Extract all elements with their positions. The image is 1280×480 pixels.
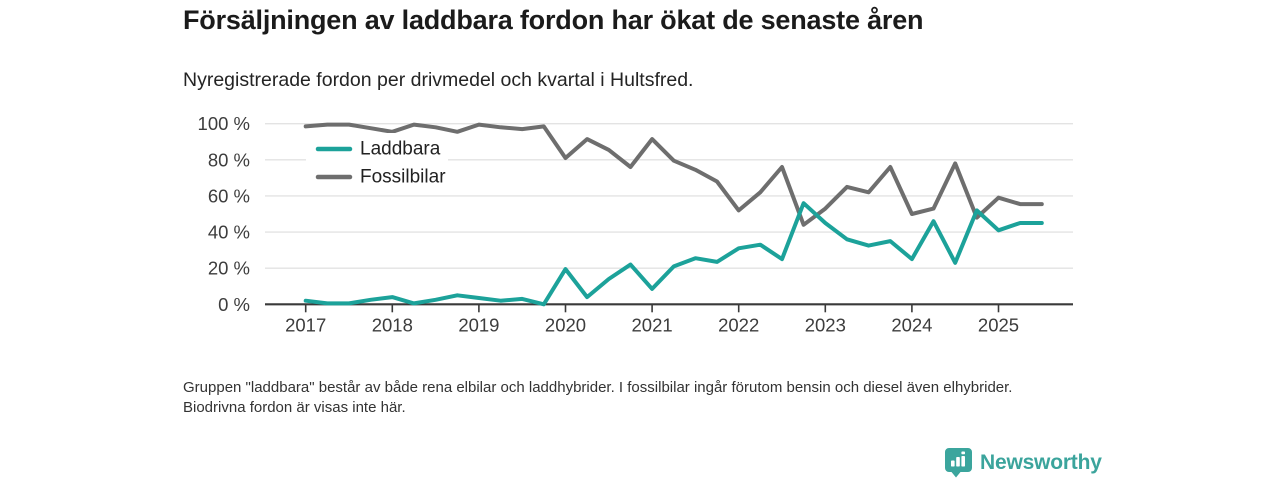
x-axis-tick-label: 2017 [285, 314, 326, 335]
x-axis-tick-label: 2024 [891, 314, 932, 335]
y-axis-tick-label: 40 % [208, 222, 250, 243]
newsworthy-logo-icon [945, 448, 972, 478]
y-axis-tick-label: 60 % [208, 185, 250, 206]
legend-label-laddbara: Laddbara [360, 139, 441, 160]
x-axis-tick-label: 2019 [458, 314, 499, 335]
x-axis-tick-label: 2018 [372, 314, 413, 335]
x-axis-tick-label: 2023 [805, 314, 846, 335]
chart-footnote: Gruppen "laddbara" består av både rena e… [183, 379, 1013, 416]
x-axis-tick-label: 2021 [632, 314, 673, 335]
legend-label-fossilbilar: Fossilbilar [360, 167, 446, 188]
newsworthy-logo-text: Newsworthy [980, 450, 1102, 474]
page-title: Försäljningen av laddbara fordon har öka… [183, 5, 924, 35]
legend-background [306, 133, 448, 191]
series-line-laddbara [303, 201, 1044, 307]
chart-subtitle: Nyregistrerade fordon per drivmedel och … [183, 69, 694, 91]
y-axis-tick-label: 80 % [208, 149, 250, 170]
x-axis-tick-label: 2025 [978, 314, 1019, 335]
y-axis-tick-label: 20 % [208, 258, 250, 279]
x-axis-tick-label: 2020 [545, 314, 586, 335]
y-axis-tick-label: 0 % [218, 294, 250, 315]
y-axis-tick-label: 100 % [198, 113, 250, 134]
series-line-fossilbilar [303, 122, 1044, 227]
x-axis-tick-label: 2022 [718, 314, 759, 335]
newsworthy-logo: Newsworthy [944, 447, 1102, 478]
